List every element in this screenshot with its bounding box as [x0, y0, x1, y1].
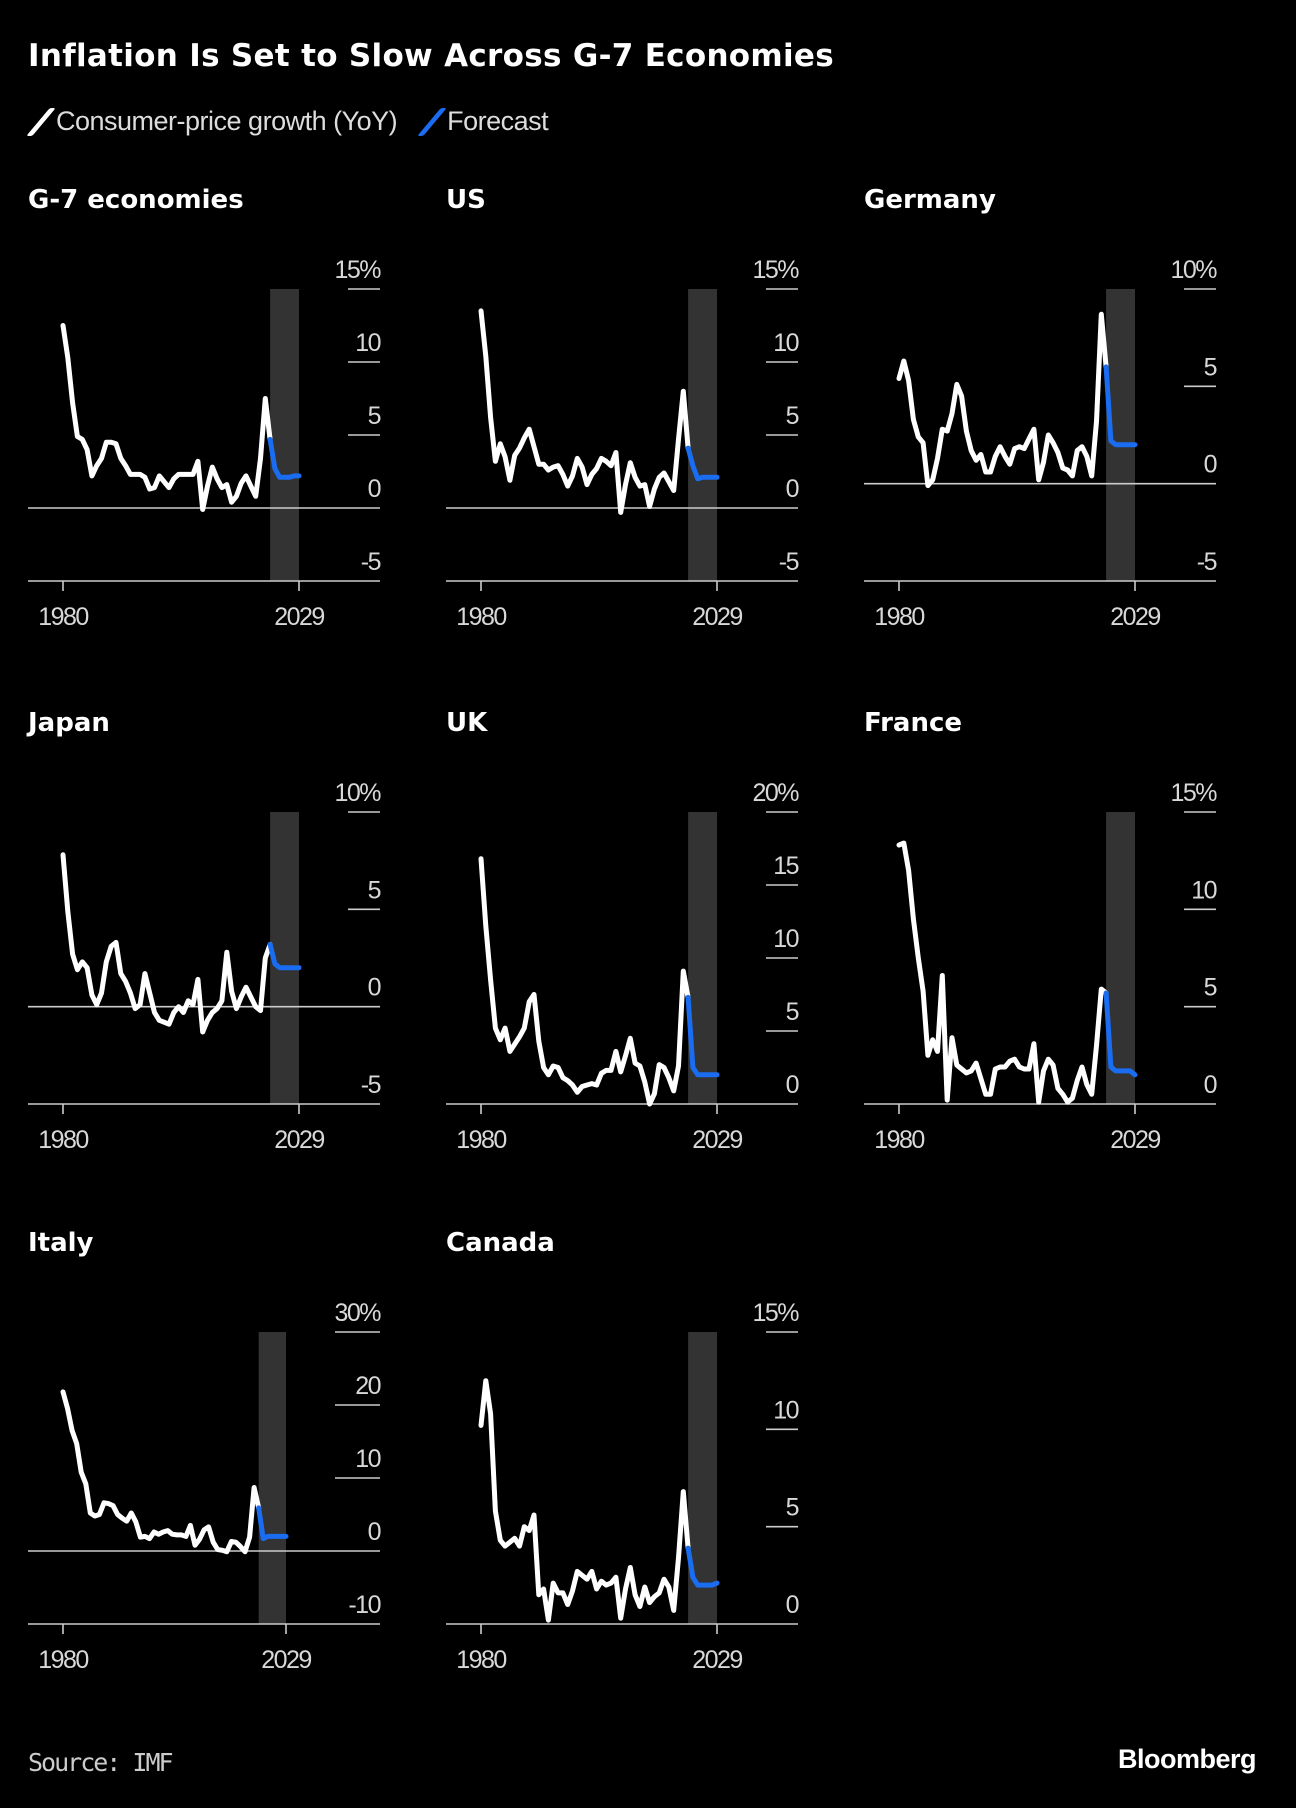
x-tick-label: 1980: [38, 1646, 88, 1674]
actual-series-line: [478, 308, 691, 515]
y-tick-label: 15%: [752, 256, 799, 284]
y-tick-label: 0: [786, 475, 799, 503]
panel-chart-g-7-economies: -5 0 5 10 15% 1980 2029: [28, 256, 383, 631]
y-tick-label: 5: [368, 876, 381, 904]
y-tick-label: 0: [368, 974, 381, 1002]
x-tick-label: 1980: [38, 1126, 88, 1154]
panel-title: France: [864, 708, 963, 738]
actual-series-line: [478, 1378, 691, 1623]
panel-title: G-7 economies: [28, 185, 244, 215]
legend-label-actual: Consumer-price growth (YoY): [56, 106, 398, 136]
y-tick-label: 10: [1191, 876, 1216, 904]
x-tick-label: 2029: [274, 603, 324, 631]
panel-title: UK: [446, 708, 488, 738]
y-tick-label: 5: [786, 998, 799, 1026]
y-tick-label: 10: [773, 1396, 798, 1424]
actual-series-line: [896, 311, 1109, 489]
panel-title: Japan: [28, 708, 110, 738]
forecast-shade: [270, 289, 299, 581]
y-tick-label: -5: [361, 1071, 381, 1099]
x-tick-label: 2029: [692, 1126, 742, 1154]
actual-series-line: [60, 852, 273, 1035]
panel-chart-japan: -5 0 5 10% 1980 2029: [28, 779, 383, 1154]
y-tick-label: 0: [368, 475, 381, 503]
y-tick-label: -5: [1197, 548, 1217, 576]
panel-chart-uk: 0 5 10 15 20% 1980 2029: [446, 779, 801, 1154]
y-tick-label: 10: [355, 1445, 380, 1473]
y-tick-label: 10: [773, 925, 798, 953]
y-tick-label: 0: [368, 1518, 381, 1546]
y-tick-label: 0: [786, 1591, 799, 1619]
legend: Consumer-price growth (YoY) Forecast: [26, 106, 558, 137]
y-tick-label: 20: [355, 1372, 380, 1400]
actual-series-line: [60, 1389, 262, 1555]
actual-series-line: [896, 840, 1109, 1105]
forecast-shade: [258, 1332, 286, 1624]
panel-title: Italy: [28, 1228, 94, 1258]
chart-title: Inflation Is Set to Slow Across G-7 Econ…: [28, 38, 835, 74]
forecast-shade: [688, 289, 717, 581]
x-tick-label: 2029: [1110, 603, 1160, 631]
x-tick-label: 1980: [38, 603, 88, 631]
actual-series-line: [60, 323, 273, 512]
panel-title: Canada: [446, 1228, 555, 1258]
y-tick-label: 5: [1204, 353, 1217, 381]
y-tick-label: 5: [1204, 974, 1217, 1002]
y-tick-label: 15%: [334, 256, 381, 284]
x-tick-label: 1980: [456, 1646, 506, 1674]
x-tick-label: 1980: [456, 603, 506, 631]
legend-item-forecast: Forecast: [417, 106, 549, 137]
y-tick-label: 15%: [1170, 779, 1217, 807]
y-tick-label: 0: [786, 1071, 799, 1099]
x-tick-label: 1980: [874, 603, 924, 631]
bloomberg-logo: Bloomberg: [1117, 1744, 1257, 1774]
x-tick-label: 2029: [692, 1646, 742, 1674]
x-tick-label: 1980: [456, 1126, 506, 1154]
legend-label-forecast: Forecast: [447, 106, 549, 136]
forecast-series-line: [267, 941, 302, 971]
actual-series-line: [478, 856, 691, 1107]
x-tick-label: 1980: [874, 1126, 924, 1154]
y-tick-label: 5: [786, 1494, 799, 1522]
y-tick-label: 5: [786, 402, 799, 430]
y-tick-label: 30%: [334, 1299, 381, 1327]
x-tick-label: 2029: [692, 603, 742, 631]
forecast-series-line: [267, 436, 302, 480]
legend-item-actual: Consumer-price growth (YoY): [26, 106, 398, 137]
panel-chart-italy: -10 0 10 20 30% 1980 2029: [28, 1299, 383, 1674]
y-tick-label: 15%: [752, 1299, 799, 1327]
forecast-series-line: [685, 994, 720, 1078]
forecast-series-line: [1103, 990, 1138, 1078]
legend-swatch-forecast: [417, 107, 447, 136]
x-tick-label: 2029: [274, 1126, 324, 1154]
y-tick-label: 5: [368, 402, 381, 430]
y-tick-label: 10: [773, 329, 798, 357]
panel-chart-canada: 0 5 10 15% 1980 2029: [446, 1299, 801, 1674]
y-tick-label: 15: [773, 852, 798, 880]
forecast-series-line: [685, 445, 720, 482]
y-tick-label: 0: [1204, 1071, 1217, 1099]
y-tick-label: -5: [779, 548, 799, 576]
panel-title: US: [446, 185, 486, 215]
panel-chart-france: 0 5 10 15% 1980 2029: [864, 779, 1219, 1154]
y-tick-label: 0: [1204, 451, 1217, 479]
y-tick-label: 20%: [752, 779, 799, 807]
y-tick-label: -5: [361, 548, 381, 576]
legend-swatch-actual: [26, 107, 56, 136]
panel-chart-us: -5 0 5 10 15% 1980 2029: [446, 256, 801, 631]
forecast-series-line: [256, 1505, 289, 1542]
panel-title: Germany: [864, 185, 996, 215]
y-tick-label: 10: [355, 329, 380, 357]
x-tick-label: 2029: [1110, 1126, 1160, 1154]
y-tick-label: 10%: [334, 779, 381, 807]
y-tick-label: -10: [348, 1591, 380, 1619]
y-tick-label: 10%: [1170, 256, 1217, 284]
forecast-series-line: [685, 1545, 720, 1588]
panel-chart-germany: -5 0 5 10% 1980 2029: [864, 256, 1219, 631]
forecast-series-line: [1103, 364, 1138, 448]
x-tick-label: 2029: [261, 1646, 311, 1674]
source-note: Source: IMF: [28, 1748, 174, 1777]
